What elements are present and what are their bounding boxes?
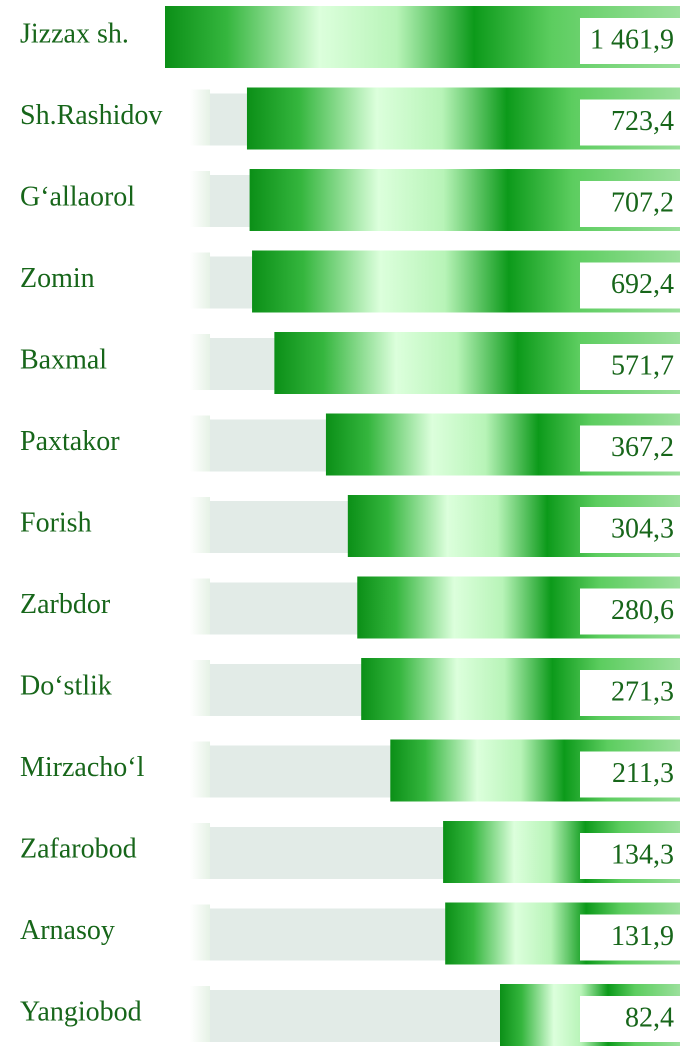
y-tick-label: Arnasoy xyxy=(20,915,115,946)
label-background xyxy=(10,578,210,635)
data-label: 707,2 xyxy=(611,187,674,218)
label-background xyxy=(10,741,210,798)
data-label: 280,6 xyxy=(611,595,674,626)
data-label: 131,9 xyxy=(611,921,674,952)
y-tick-label: Sh.Rashidov xyxy=(20,100,162,131)
value-box xyxy=(580,344,680,390)
value-box xyxy=(580,670,680,716)
label-background xyxy=(10,823,210,879)
y-tick-label: Zomin xyxy=(20,263,95,294)
label-background xyxy=(10,334,210,390)
data-label: 134,3 xyxy=(611,839,674,870)
label-background xyxy=(10,660,210,716)
y-tick-label: Do‘stlik xyxy=(20,670,112,701)
y-tick-label: Zafarobod xyxy=(20,833,137,864)
y-tick-label: G‘allaorol xyxy=(20,181,135,212)
value-box xyxy=(580,262,680,309)
label-background xyxy=(10,171,210,227)
value-box xyxy=(580,996,680,1042)
y-tick-label: Yangiobod xyxy=(20,996,142,1027)
data-label: 1 461,9 xyxy=(590,24,674,55)
data-label: 271,3 xyxy=(611,676,674,707)
y-tick-label: Jizzax sh. xyxy=(20,18,129,49)
value-box xyxy=(580,425,680,472)
value-box xyxy=(580,588,680,635)
label-background xyxy=(10,497,210,553)
y-tick-label: Mirzacho‘l xyxy=(20,752,145,783)
value-box xyxy=(580,507,680,553)
data-label: 367,2 xyxy=(611,432,674,463)
y-tick-label: Paxtakor xyxy=(20,426,120,457)
label-background xyxy=(10,252,210,309)
y-tick-label: Baxmal xyxy=(20,344,107,375)
y-tick-label: Forish xyxy=(20,507,92,538)
value-box xyxy=(580,99,680,146)
value-box xyxy=(580,181,680,227)
data-label: 304,3 xyxy=(611,513,674,544)
label-background xyxy=(10,415,210,472)
value-box xyxy=(580,18,680,64)
label-background xyxy=(10,986,210,1042)
data-label: 692,4 xyxy=(611,269,674,300)
label-background xyxy=(10,904,210,961)
data-label: 82,4 xyxy=(625,1002,674,1033)
value-box xyxy=(580,914,680,961)
label-background xyxy=(10,89,210,146)
data-label: 723,4 xyxy=(611,106,674,137)
data-label: 571,7 xyxy=(611,350,674,381)
y-tick-label: Zarbdor xyxy=(20,589,111,620)
data-label: 211,3 xyxy=(612,758,674,789)
value-box xyxy=(580,751,680,798)
value-box xyxy=(580,833,680,879)
